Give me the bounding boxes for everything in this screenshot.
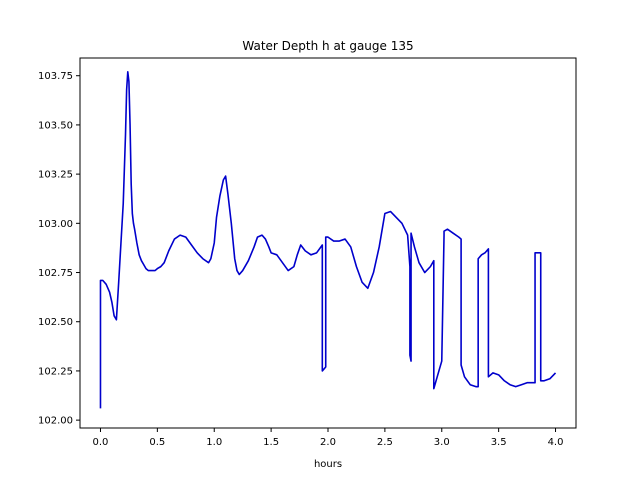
chart-title: Water Depth h at gauge 135 [242,39,413,53]
x-tick-label: 1.0 [206,437,222,448]
x-tick-label: 3.5 [491,437,507,448]
y-tick-label: 103.00 [38,219,73,230]
plot-area [99,70,557,409]
x-axis-label: hours [314,459,342,470]
y-tick-label: 102.25 [38,366,73,377]
y-tick-label: 103.75 [38,71,73,82]
y-tick-label: 103.25 [38,170,73,181]
x-tick-label: 0.0 [93,437,109,448]
x-tick-label: 4.0 [548,437,564,448]
series-line-0 [99,70,557,409]
y-tick-label: 102.75 [38,268,73,279]
x-tick-label: 2.5 [377,437,393,448]
x-tick-label: 0.5 [149,437,165,448]
axes: 0.0 0.5 1.0 1.5 2.0 2.5 3.0 3.5 4.0 102.00 102.25 1… [38,57,577,448]
y-tick-label: 103.50 [38,120,73,131]
y-tick-label: 102.00 [38,416,73,427]
x-tick-label: 1.5 [263,437,279,448]
y-tick-label: 102.50 [38,317,73,328]
x-tick-label: 3.0 [434,437,450,448]
x-tick-label: 2.0 [320,437,336,448]
